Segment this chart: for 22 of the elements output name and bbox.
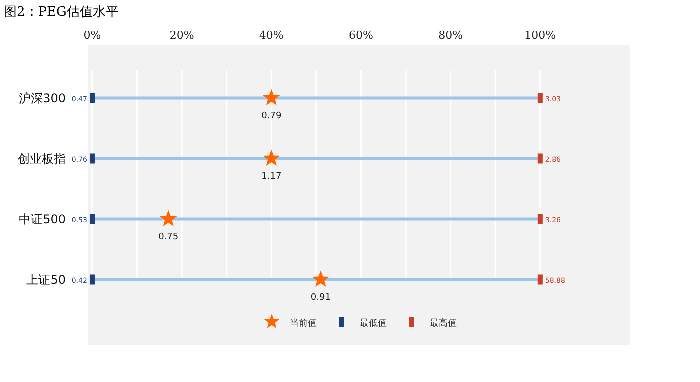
annotation: 0.75 xyxy=(158,232,179,242)
chart-title: 图2：PEG估值水平 xyxy=(4,5,119,20)
annotation: 1.17 xyxy=(262,172,282,182)
annotation: 0.79 xyxy=(262,111,282,122)
text: 20% xyxy=(170,29,194,42)
text: 80% xyxy=(438,29,464,42)
point xyxy=(312,270,330,288)
annotation: 0.91 xyxy=(310,292,331,303)
y-tick-label: 中证500 xyxy=(19,212,66,226)
point xyxy=(263,150,280,166)
text: 0% xyxy=(84,29,102,42)
y-tick-label: 创业板指 xyxy=(18,152,66,166)
text: 100% xyxy=(524,29,556,42)
legend-label: 最低值 xyxy=(360,318,387,329)
legend-label: 最高值 xyxy=(430,318,457,329)
y-tick-label: 沪深300 xyxy=(19,91,66,106)
point xyxy=(160,210,178,227)
y-tick-label: 上证50 xyxy=(26,272,66,287)
legend-label: 当前值 xyxy=(290,318,317,329)
point xyxy=(263,89,280,106)
text: 40% xyxy=(259,29,284,42)
text: 60% xyxy=(349,29,374,42)
